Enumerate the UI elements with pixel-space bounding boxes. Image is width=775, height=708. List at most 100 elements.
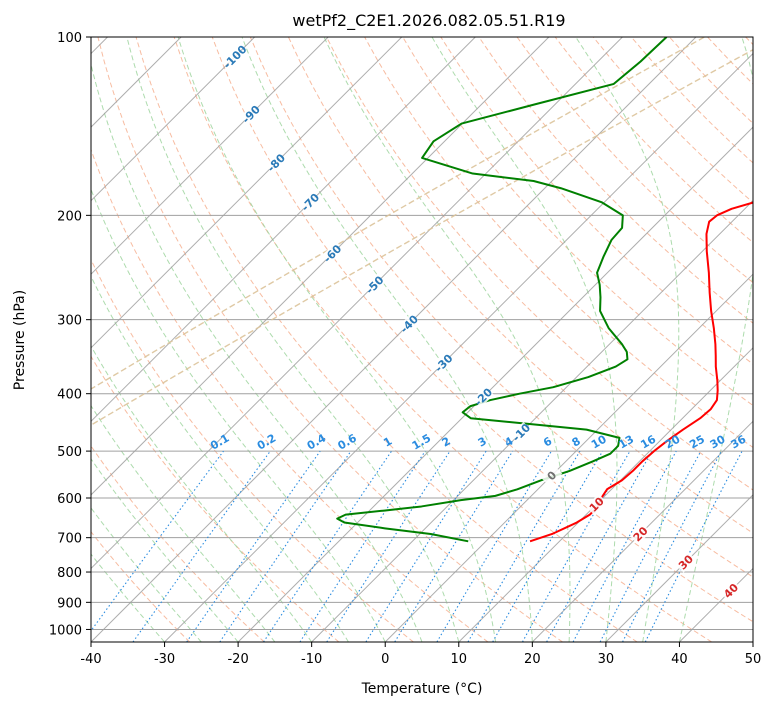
isotherm-label-backing	[240, 103, 262, 125]
isotherm-label-backing	[629, 523, 651, 545]
y-tick-label: 600	[57, 492, 82, 507]
isotherm-label-backing	[364, 274, 386, 296]
isotherm-label-backing	[299, 191, 321, 213]
isotherm	[91, 37, 329, 275]
isotherm-label-backing	[398, 313, 420, 335]
isotherm	[605, 494, 753, 642]
moist-adiabat	[91, 188, 386, 642]
x-tick-label: 30	[598, 652, 615, 667]
x-tick-label: -40	[80, 652, 101, 667]
x-tick-label: 40	[671, 652, 688, 667]
y-axis-title: Pressure (hPa)	[12, 290, 28, 390]
dry-adiabat	[135, 37, 638, 642]
y-tick-label: 900	[57, 596, 82, 611]
moist-adiabat	[126, 37, 460, 642]
x-axis-title: Temperature (°C)	[361, 681, 483, 697]
isotherm-label-backing	[720, 580, 742, 602]
isotherm	[91, 37, 550, 496]
isotherm	[91, 37, 403, 349]
moist-adiabat	[241, 37, 533, 642]
mixing-ratio-line	[299, 450, 426, 642]
x-tick-label: -10	[301, 652, 322, 667]
x-tick-label: 20	[524, 652, 541, 667]
dry-adiabat	[97, 37, 563, 642]
dry-adiabat	[516, 37, 753, 284]
y-tick-label: 500	[57, 445, 82, 460]
y-tick-label: 1000	[49, 623, 82, 638]
moist-adiabat	[91, 458, 239, 642]
isotherm	[164, 52, 753, 642]
mixing-ratio-line	[219, 450, 352, 642]
isotherm	[531, 420, 753, 642]
outer-reference-curve	[91, 48, 753, 426]
isotherm-label-backing	[224, 46, 246, 68]
isotherm	[91, 37, 256, 202]
isotherm	[237, 126, 753, 642]
mixing-ratio-line	[326, 450, 451, 642]
moist-adiabat	[177, 37, 497, 642]
mixing-ratio-line	[186, 450, 321, 642]
isotherms	[91, 37, 753, 642]
isotherm	[91, 37, 623, 570]
dry-adiabat	[478, 37, 753, 324]
dry-adiabat	[91, 355, 340, 642]
moist-adiabat	[575, 37, 680, 642]
dry-adiabats	[91, 37, 753, 642]
mixing-ratio-line	[644, 450, 743, 642]
dry-adiabat	[173, 37, 713, 642]
sounding-profiles	[336, 37, 753, 543]
isotherm-label-backing	[321, 242, 343, 265]
dry-adiabat	[249, 37, 753, 578]
isotherm-label-backing	[265, 152, 287, 174]
isotherm-label-backing	[472, 386, 494, 408]
dry-adiabat	[91, 531, 191, 642]
moist-adiabat	[678, 37, 753, 642]
moist-adiabat	[323, 37, 571, 642]
dry-adiabat	[91, 148, 489, 642]
y-tick-label: 400	[57, 388, 82, 403]
mixing-ratio-line	[546, 450, 653, 642]
isotherm	[91, 37, 697, 642]
axes: -40 -30 -20 -10 0 10 20 30 40 50 100 200 300 400 500 60…	[49, 31, 761, 667]
y-tick-label: 300	[57, 314, 82, 329]
isotherm	[311, 199, 753, 642]
mixing-ratio-line	[132, 450, 271, 642]
temperature-line	[529, 201, 753, 543]
mixing-ratio-line	[521, 450, 631, 642]
outer-reference-curves	[91, 37, 753, 426]
mixing-ratio-lines	[91, 450, 743, 642]
dewpoint-line	[336, 37, 668, 543]
moist-adiabat	[91, 404, 276, 642]
dry-adiabat	[211, 37, 753, 623]
x-tick-label: -30	[154, 652, 175, 667]
dry-adiabat	[91, 445, 265, 642]
y-tick-label: 200	[57, 209, 82, 224]
plot-frame	[90, 36, 754, 643]
x-tick-label: -20	[227, 652, 248, 667]
chart-title: wetPf2_C2E1.2026.082.05.51.R19	[292, 11, 565, 31]
isotherm	[91, 37, 476, 423]
y-tick-label: 700	[57, 532, 82, 547]
moist-adiabat	[91, 275, 349, 642]
isotherm-label-backing	[585, 493, 608, 515]
x-tick-label: 0	[381, 652, 389, 667]
plot-area: 0.1 0.2 0.4 0.6 1 1.5 2 3 4 6 8 10 13 16 20 25 30 36-100-…	[91, 37, 753, 642]
mixing-ratio-line	[91, 450, 224, 632]
isotherm	[458, 347, 753, 642]
y-tick-label: 100	[57, 31, 82, 46]
isotherm-label-backing	[432, 352, 455, 374]
mixing-ratio-line	[572, 450, 677, 642]
x-tick-label: 10	[451, 652, 468, 667]
moist-adiabat	[431, 37, 618, 642]
isotherm-label-backing	[540, 465, 563, 487]
dry-adiabat	[402, 37, 753, 407]
isotherm-label-backing	[675, 551, 697, 573]
y-tick-label: 800	[57, 566, 82, 581]
moist-adiabat	[91, 62, 423, 642]
isotherm-label-backing	[510, 421, 532, 444]
isotherm	[384, 273, 753, 642]
x-tick-label: 50	[745, 652, 762, 667]
mixing-ratio-line	[394, 450, 514, 642]
